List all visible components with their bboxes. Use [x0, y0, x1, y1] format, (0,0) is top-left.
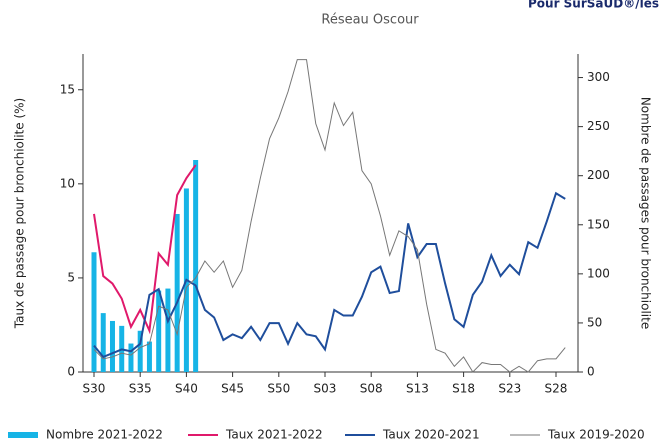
- series-line: [93, 191, 566, 359]
- x-tick-label: S13: [406, 382, 429, 396]
- bar: [174, 213, 180, 372]
- legend-label: Taux 2020-2021: [382, 428, 480, 442]
- series-line: [93, 164, 197, 335]
- x-tick-label: S45: [221, 382, 244, 396]
- bar: [100, 313, 106, 372]
- y2-tick-label: 0: [587, 365, 595, 379]
- chart-title: Réseau Oscour: [321, 13, 419, 28]
- y2-tick-label: 50: [587, 315, 602, 329]
- x-tick-label: S03: [314, 382, 337, 396]
- bar: [156, 290, 162, 372]
- y2-tick-label: 250: [587, 119, 610, 133]
- bar: [91, 252, 97, 372]
- x-tick-label: S50: [267, 382, 290, 396]
- header-fragment: Pour SurSaUD®/les: [528, 0, 659, 11]
- x-tick-label: S28: [545, 382, 568, 396]
- y2-tick-label: 150: [587, 217, 610, 231]
- y-axis-label: Taux de passage pour bronchiolite (%): [13, 98, 27, 329]
- bar: [193, 160, 199, 372]
- bar: [146, 341, 152, 372]
- y2-tick-label: 100: [587, 266, 610, 280]
- x-tick-label: S23: [498, 382, 521, 396]
- bar: [137, 330, 143, 372]
- bar: [165, 288, 171, 372]
- y-tick-label: 5: [67, 270, 75, 284]
- x-tick-label: S30: [83, 382, 106, 396]
- x-tick-label: S18: [452, 382, 475, 396]
- series-line: [93, 59, 566, 373]
- legend-label: Nombre 2021-2022: [46, 428, 163, 442]
- bar: [109, 320, 115, 372]
- x-tick-label: S08: [360, 382, 383, 396]
- y-tick-label: 15: [60, 82, 75, 96]
- bar: [128, 343, 134, 372]
- y2-axis-label: Nombre de passages pour bronchiolite: [639, 97, 653, 329]
- legend-label: Taux 2019-2020: [547, 428, 645, 442]
- y-tick-label: 10: [60, 176, 75, 190]
- y2-tick-label: 300: [587, 70, 610, 84]
- x-tick-label: S40: [175, 382, 198, 396]
- x-tick-label: S35: [129, 382, 152, 396]
- y2-tick-label: 200: [587, 168, 610, 182]
- legend-label: Taux 2021-2022: [225, 428, 323, 442]
- y-tick-label: 0: [67, 365, 75, 379]
- legend-swatch: [8, 432, 38, 438]
